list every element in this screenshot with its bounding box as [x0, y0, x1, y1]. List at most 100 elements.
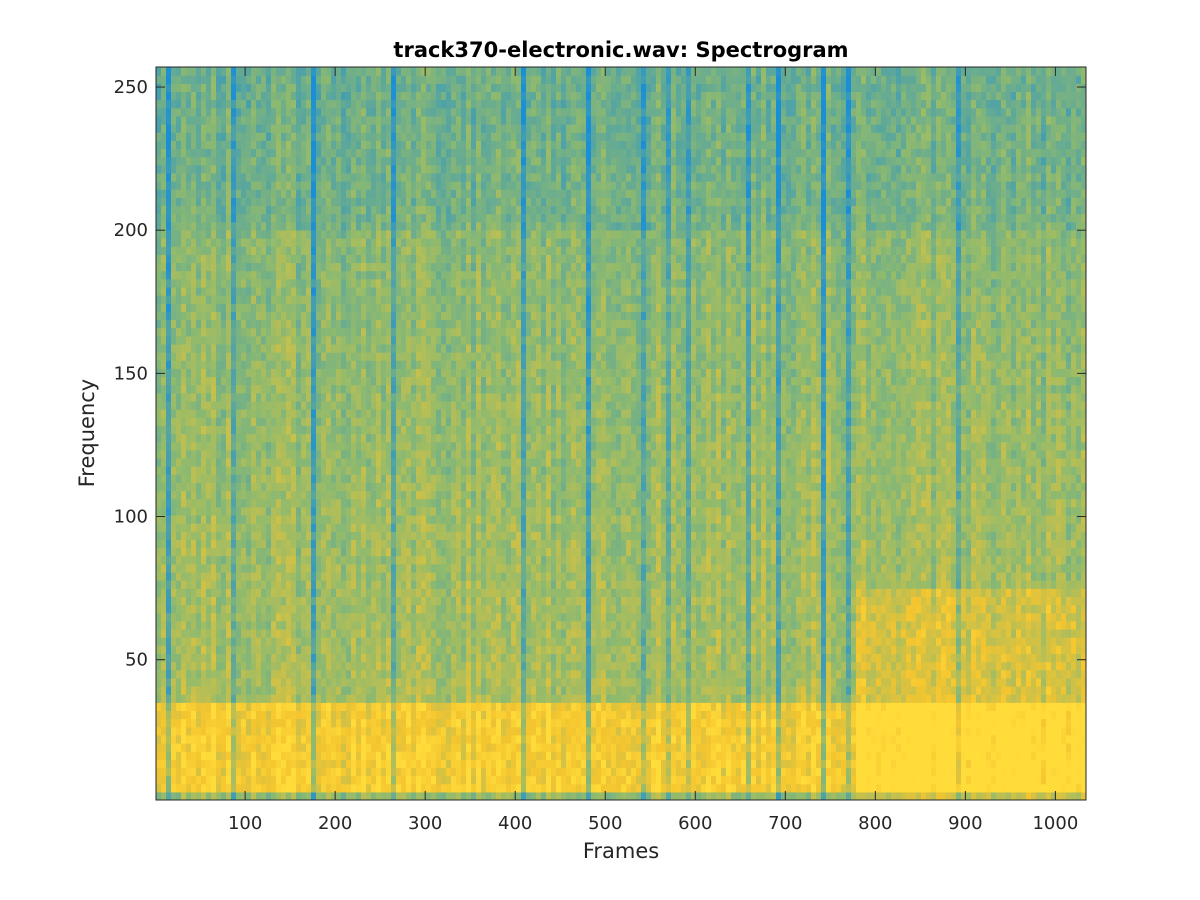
spectrogram-cell [296, 214, 302, 223]
spectrogram-cell [306, 442, 312, 451]
spectrogram-cell [316, 409, 322, 418]
spectrogram-cell [331, 670, 337, 679]
spectrogram-cell [201, 425, 207, 434]
spectrogram-cell [366, 727, 372, 736]
spectrogram-cell [296, 564, 302, 573]
spectrogram-cell [211, 124, 217, 133]
spectrogram-cell [236, 515, 242, 524]
spectrogram-cell [276, 67, 282, 76]
spectrogram-cell [176, 767, 182, 776]
spectrogram-cell [381, 205, 387, 214]
spectrogram-cell [276, 482, 282, 491]
spectrogram-cell [271, 751, 277, 760]
spectrogram-cell [391, 727, 397, 736]
spectrogram-cell [301, 173, 307, 182]
spectrogram-cell [191, 434, 197, 443]
spectrogram-cell [296, 409, 302, 418]
spectrogram-cell [181, 523, 187, 532]
spectrogram-cell [316, 564, 322, 573]
spectrogram-cell [166, 295, 172, 304]
spectrogram-cell [161, 91, 167, 100]
spectrogram-cell [221, 491, 227, 500]
spectrogram-cell [316, 743, 322, 752]
spectrogram-cell [301, 108, 307, 117]
spectrogram-cell [421, 515, 427, 524]
spectrogram-cell [376, 238, 382, 247]
spectrogram-cell [351, 515, 357, 524]
spectrogram-cell [356, 523, 362, 532]
spectrogram-cell [211, 425, 217, 434]
spectrogram-cell [206, 173, 212, 182]
spectrogram-cell [386, 564, 392, 573]
spectrogram-cell [296, 474, 302, 483]
spectrogram-cell [216, 482, 222, 491]
spectrogram-cell [331, 287, 337, 296]
spectrogram-cell [426, 686, 432, 695]
spectrogram-cell [221, 100, 227, 109]
spectrogram-cell [351, 230, 357, 239]
spectrogram-cell [276, 271, 282, 280]
spectrogram-cell [421, 319, 427, 328]
spectrogram-cell [291, 352, 297, 361]
spectrogram-cell [321, 352, 327, 361]
spectrogram-cell [391, 759, 397, 768]
spectrogram-cell [256, 662, 262, 671]
spectrogram-cell [156, 230, 162, 239]
spectrogram-cell [161, 311, 167, 320]
spectrogram-cell [166, 271, 172, 280]
spectrogram-cell [366, 548, 372, 557]
spectrogram-cell [206, 727, 212, 736]
spectrogram-cell [246, 197, 252, 206]
spectrogram-cell [401, 539, 407, 548]
spectrogram-cell [196, 792, 202, 801]
spectrogram-cell [196, 572, 202, 581]
spectrogram-cell [256, 238, 262, 247]
spectrogram-cell [391, 458, 397, 467]
spectrogram-cell [191, 344, 197, 353]
spectrogram-cell [156, 450, 162, 459]
spectrogram-cell [406, 434, 412, 443]
spectrogram-cell [176, 319, 182, 328]
spectrogram-cell [266, 531, 272, 540]
spectrogram-cell [351, 759, 357, 768]
spectrogram-cell [321, 458, 327, 467]
spectrogram-cell [316, 295, 322, 304]
spectrogram-cell [396, 124, 402, 133]
spectrogram-cell [341, 466, 347, 475]
spectrogram-cell [281, 157, 287, 166]
spectrogram-cell [401, 482, 407, 491]
spectrogram-cell [426, 205, 432, 214]
spectrogram-cell [191, 458, 197, 467]
spectrogram-cell [326, 425, 332, 434]
spectrogram-cell [356, 246, 362, 255]
spectrogram-cell [181, 393, 187, 402]
spectrogram-cell [361, 352, 367, 361]
spectrogram-cell [196, 425, 202, 434]
spectrogram-cell [311, 556, 317, 565]
spectrogram-cell [256, 450, 262, 459]
spectrogram-cell [236, 523, 242, 532]
spectrogram-cell [371, 662, 377, 671]
spectrogram-cell [211, 319, 217, 328]
spectrogram-cell [296, 710, 302, 719]
spectrogram-cell [371, 368, 377, 377]
spectrogram-cell [311, 401, 317, 410]
spectrogram-cell [366, 572, 372, 581]
spectrogram-cell [156, 360, 162, 369]
spectrogram-cell [336, 262, 342, 271]
spectrogram-cell [426, 474, 432, 483]
spectrogram-cell [216, 637, 222, 646]
spectrogram-cell [361, 181, 367, 190]
spectrogram-cell [416, 474, 422, 483]
spectrogram-cell [271, 605, 277, 614]
spectrogram-cell [176, 637, 182, 646]
spectrogram-cell [221, 605, 227, 614]
spectrogram-cell [366, 645, 372, 654]
spectrogram-cell [186, 662, 192, 671]
spectrogram-cell [226, 91, 232, 100]
spectrogram-cell [311, 776, 317, 785]
spectrogram-cell [311, 605, 317, 614]
spectrogram-cell [176, 613, 182, 622]
spectrogram-cell [271, 91, 277, 100]
spectrogram-cell [241, 523, 247, 532]
